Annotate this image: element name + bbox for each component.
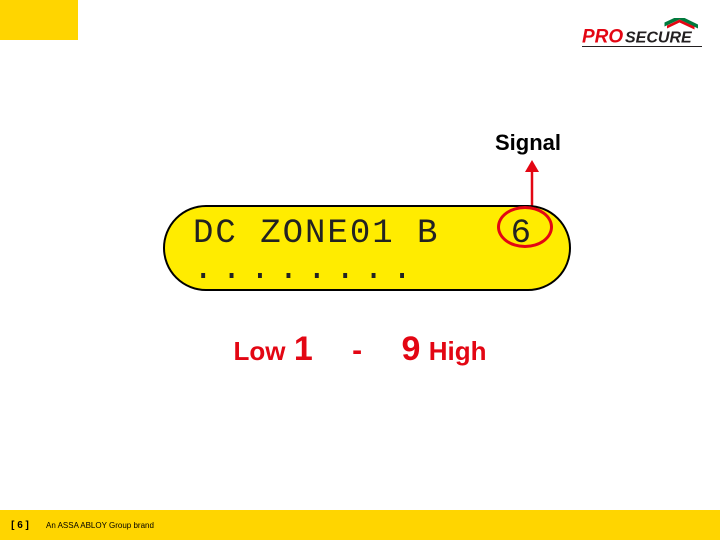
- footer-bar: [ 6 ] An ASSA ABLOY Group brand: [0, 510, 720, 540]
- signal-highlight-ring: [497, 206, 553, 248]
- logo-text-part2: SECURE: [625, 30, 693, 47]
- scale-separator: -: [346, 334, 368, 367]
- top-accent-block: [0, 0, 78, 40]
- scale-high-text: High: [429, 336, 487, 366]
- signal-scale-legend: Low 1 - 9 High: [0, 330, 720, 369]
- scale-low-text: Low: [233, 336, 285, 366]
- logo-text-part1: PRO: [582, 27, 623, 48]
- scale-high-value: 9: [401, 330, 420, 368]
- signal-arrow-icon: [525, 160, 539, 206]
- scale-low-value: 1: [294, 330, 313, 368]
- signal-callout-label: Signal: [495, 130, 561, 156]
- footer-brand-line: An ASSA ABLOY Group brand: [46, 521, 154, 530]
- lcd-line1-left: DC ZONE01 B: [193, 215, 439, 253]
- brand-logo: PRO SECURE: [582, 18, 702, 54]
- lcd-line2: ........: [193, 251, 420, 289]
- slide-stage: PRO SECURE Signal DC ZONE01 B 6 ........…: [0, 0, 720, 540]
- page-number: [ 6 ]: [0, 520, 40, 531]
